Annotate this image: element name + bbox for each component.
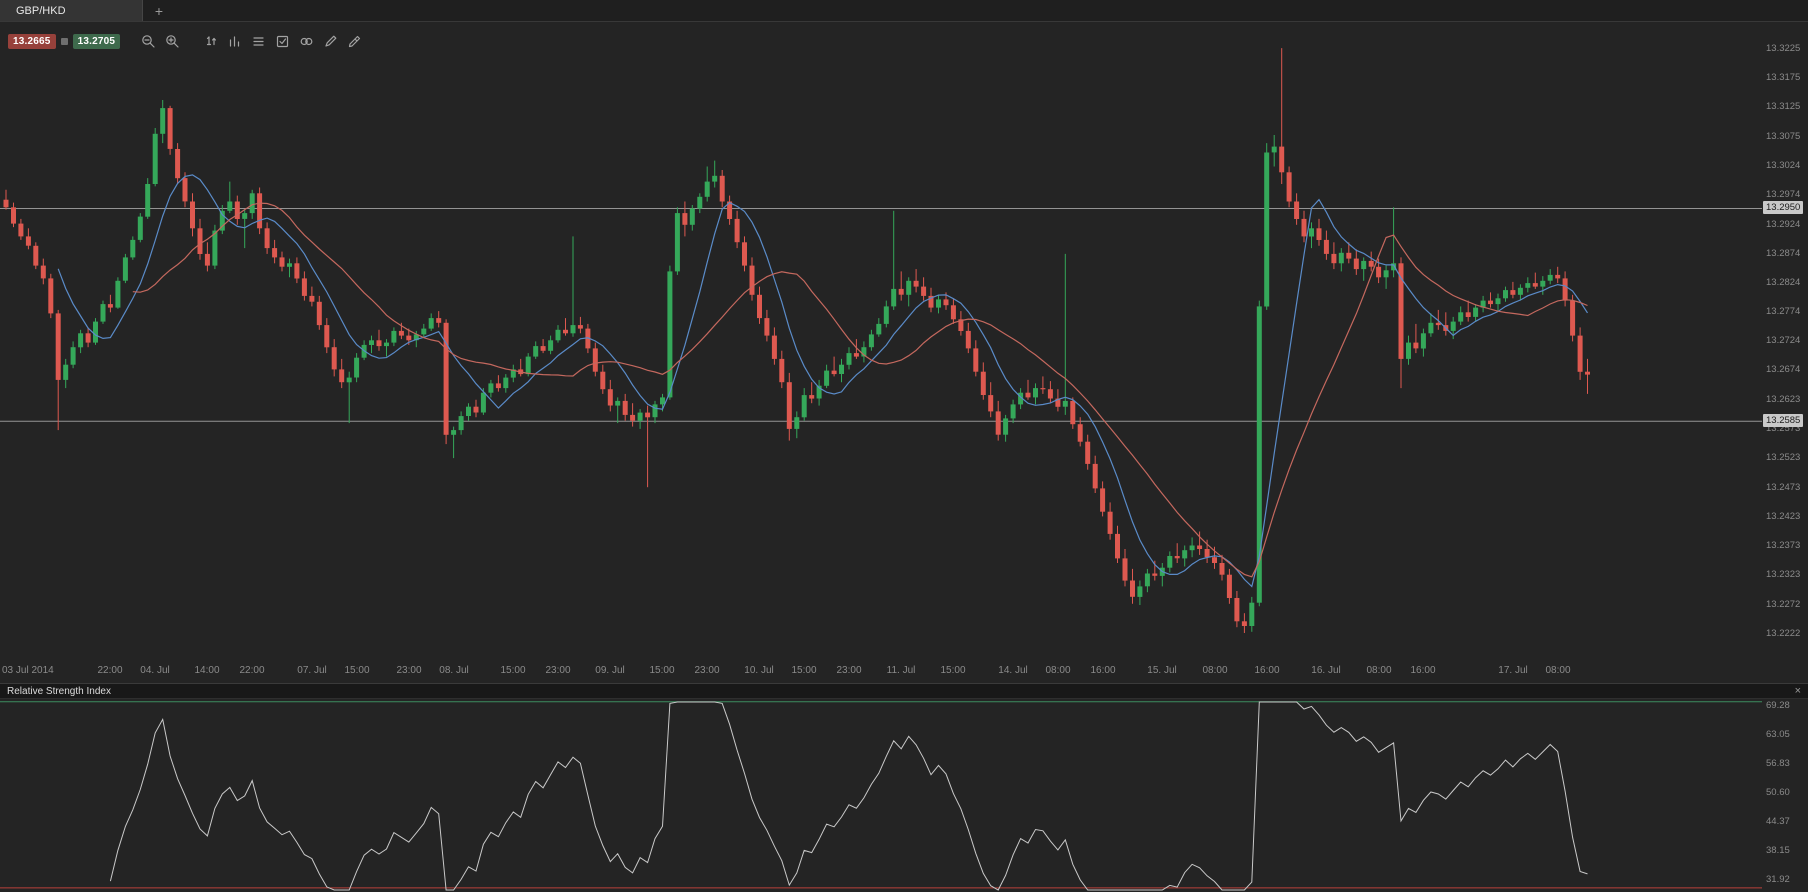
price-tick: 13.2824	[1766, 277, 1801, 288]
price-tick: 13.3075	[1766, 131, 1801, 142]
time-tick: 08:00	[1045, 665, 1071, 676]
add-tab-button[interactable]: +	[154, 2, 164, 19]
candlestick-chart[interactable]	[0, 23, 1762, 661]
chart-toolbar: 13.2665 13.2705	[8, 32, 364, 51]
time-tick: 08:00	[1545, 665, 1571, 676]
price-tick: 13.2423	[1766, 511, 1801, 522]
time-tick: 11. Jul	[886, 665, 916, 676]
pen-button[interactable]	[345, 32, 364, 51]
price-tick: 13.2373	[1766, 540, 1801, 551]
time-tick: 09. Jul	[595, 665, 625, 676]
price-line-badge: 13.2950	[1763, 201, 1804, 214]
time-tick: 08:00	[1366, 665, 1392, 676]
rsi-tick: 63.05	[1766, 729, 1790, 740]
price-tick: 13.2924	[1766, 219, 1801, 230]
link-charts-button[interactable]	[297, 32, 316, 51]
price-tick: 13.2774	[1766, 306, 1801, 317]
rsi-header: Relative Strength Index ×	[0, 684, 1808, 699]
price-tick: 13.2623	[1766, 394, 1801, 405]
price-tick: 13.3225	[1766, 43, 1801, 54]
time-tick: 16:00	[1410, 665, 1436, 676]
price-tick: 13.3175	[1766, 72, 1801, 83]
templates-icon	[277, 35, 289, 48]
time-tick: 16:00	[1090, 665, 1116, 676]
zoom-in-button[interactable]	[163, 32, 182, 51]
time-tick: 17. Jul	[1498, 665, 1528, 676]
time-tick: 10. Jul	[744, 665, 774, 676]
time-tick: 16:00	[1254, 665, 1280, 676]
rsi-axis[interactable]: 69.28 63.05 56.83 50.60 44.37 38.15 31.92	[1762, 684, 1808, 892]
price-tick: 13.2573	[1766, 423, 1801, 434]
time-tick: 15. Jul	[1147, 665, 1177, 676]
price-tick: 13.2874	[1766, 248, 1801, 259]
time-tick: 23:00	[545, 665, 571, 676]
price-tick: 13.2222	[1766, 628, 1801, 639]
price-line-badge: 13.2585	[1763, 414, 1804, 427]
chart-type-button[interactable]	[225, 32, 244, 51]
time-tick: 14. Jul	[998, 665, 1028, 676]
price-tick: 13.2974	[1766, 189, 1801, 200]
time-tick: 08. Jul	[439, 665, 469, 676]
indicators-icon	[253, 37, 264, 46]
timeframe-button[interactable]	[201, 32, 220, 51]
time-tick: 03 Jul 2014	[2, 665, 54, 676]
sell-price-badge[interactable]: 13.2665	[8, 34, 56, 49]
zoom-out-icon	[142, 35, 155, 48]
pen-icon	[349, 35, 361, 48]
pencil-icon	[325, 35, 337, 47]
price-tick: 13.3125	[1766, 101, 1801, 112]
spread-indicator	[60, 38, 68, 45]
price-tick: 13.2272	[1766, 599, 1801, 610]
chart-type-icon	[230, 36, 240, 47]
draw-button[interactable]	[321, 32, 340, 51]
rsi-chart[interactable]	[0, 684, 1762, 892]
time-tick: 15:00	[649, 665, 675, 676]
buy-price-badge[interactable]: 13.2705	[72, 34, 121, 49]
tab-label: GBP/HKD	[16, 4, 66, 17]
price-tick: 13.2523	[1766, 452, 1801, 463]
time-tick: 15:00	[500, 665, 526, 676]
main-chart-area[interactable]: 13.2665 13.2705	[0, 23, 1808, 683]
rsi-panel: Relative Strength Index × 69.28 63.05 56.8…	[0, 683, 1808, 892]
zoom-out-button[interactable]	[139, 32, 158, 51]
timeframe-icon	[207, 36, 217, 46]
rsi-tick: 50.60	[1766, 787, 1790, 798]
time-tick: 23:00	[396, 665, 422, 676]
price-tick: 13.2323	[1766, 569, 1801, 580]
price-axis[interactable]: 13.3225 13.3175 13.3125 13.3075 13.3024 13.29…	[1762, 23, 1808, 683]
link-icon	[300, 37, 313, 46]
rsi-tick: 69.28	[1766, 700, 1790, 711]
time-tick: 22:00	[97, 665, 123, 676]
time-tick: 14:00	[194, 665, 220, 676]
time-tick: 15:00	[791, 665, 817, 676]
close-icon[interactable]: ×	[1794, 684, 1801, 697]
tab-gbphkd[interactable]: GBP/HKD	[0, 0, 143, 21]
time-tick: 07. Jul	[297, 665, 327, 676]
tab-bar: GBP/HKD +	[0, 0, 1808, 22]
time-tick: 22:00	[239, 665, 265, 676]
price-tick: 13.2724	[1766, 335, 1801, 346]
time-tick: 16. Jul	[1311, 665, 1341, 676]
time-tick: 23:00	[694, 665, 720, 676]
price-tick: 13.2674	[1766, 364, 1801, 375]
time-tick: 15:00	[344, 665, 370, 676]
rsi-tick: 38.15	[1766, 845, 1790, 856]
rsi-title: Relative Strength Index	[7, 685, 111, 697]
time-tick: 04. Jul	[140, 665, 170, 676]
price-tick: 13.3024	[1766, 160, 1801, 171]
rsi-tick: 56.83	[1766, 758, 1790, 769]
templates-button[interactable]	[273, 32, 292, 51]
zoom-in-icon	[166, 35, 179, 48]
time-axis[interactable]: 03 Jul 2014 22:00 04. Jul 14:00 22:00 07. Jul…	[0, 661, 1762, 683]
indicators-button[interactable]	[249, 32, 268, 51]
price-tick: 13.2473	[1766, 482, 1801, 493]
time-tick: 23:00	[836, 665, 862, 676]
rsi-tick: 31.92	[1766, 874, 1790, 885]
time-tick: 08:00	[1202, 665, 1228, 676]
time-tick: 15:00	[940, 665, 966, 676]
rsi-tick: 44.37	[1766, 816, 1790, 827]
